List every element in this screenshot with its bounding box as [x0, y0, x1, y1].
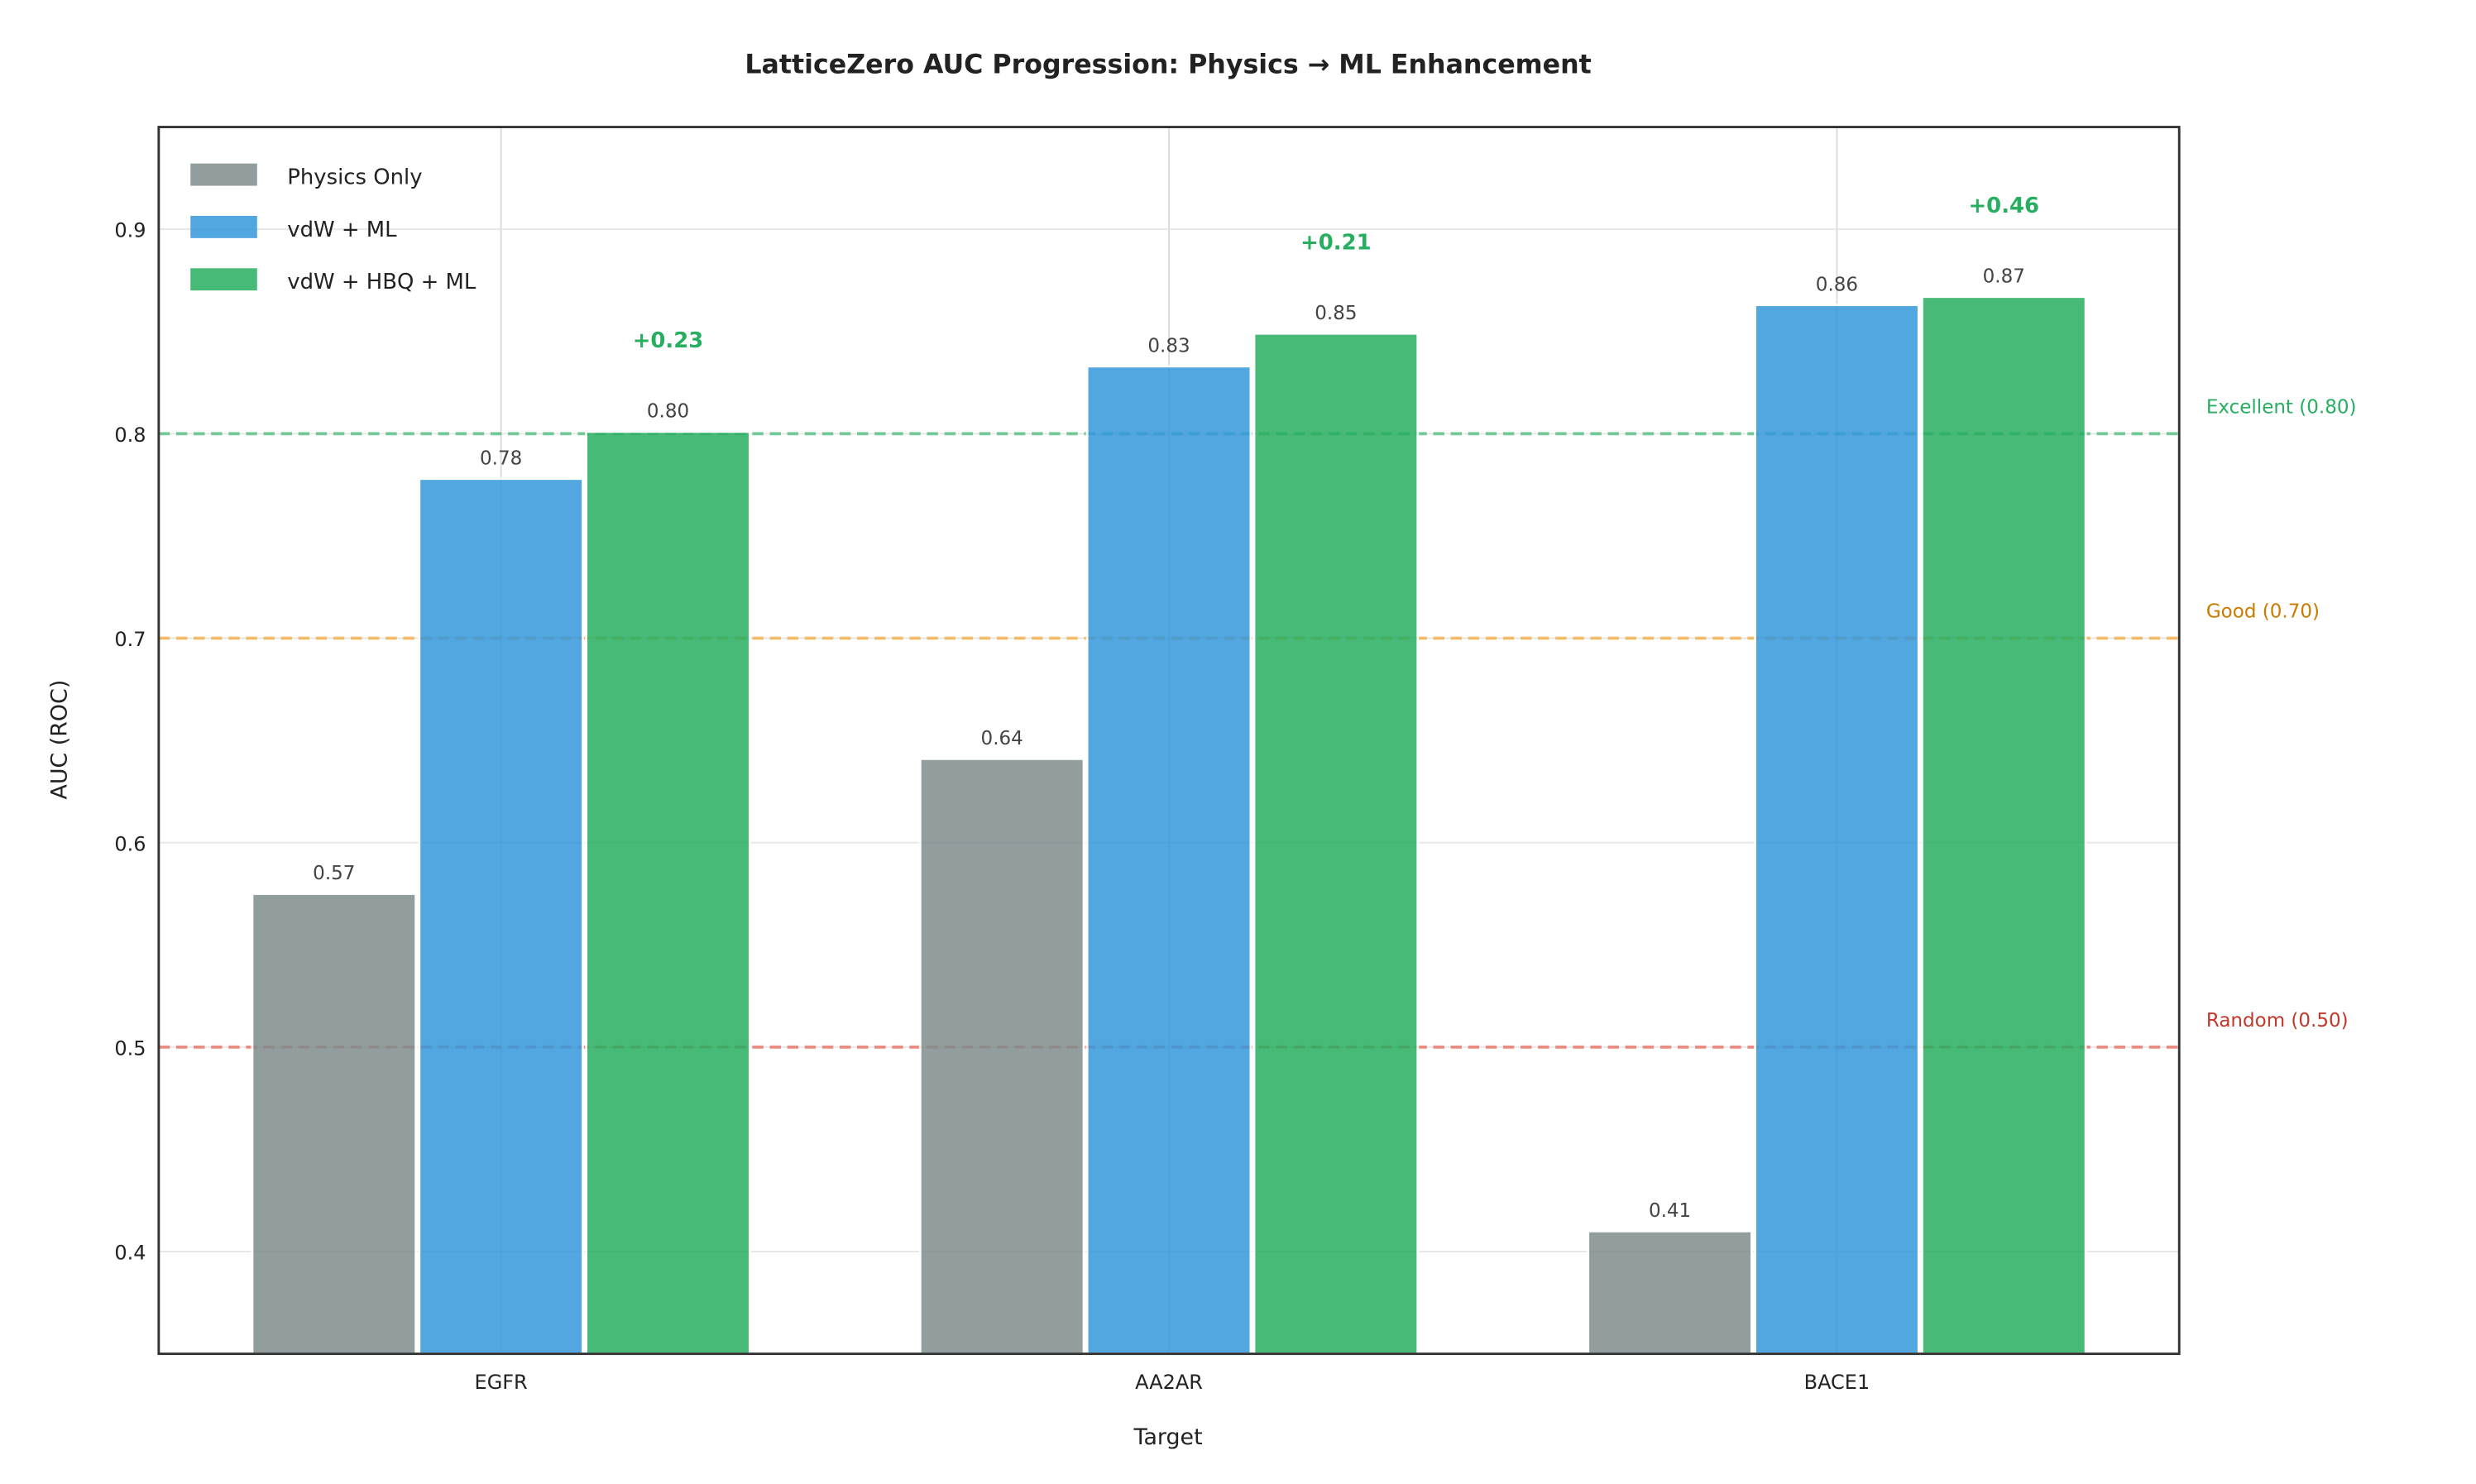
reference-line-label: Random (0.50): [2206, 1010, 2349, 1032]
bar-value-label: 0.41: [1649, 1200, 1691, 1222]
x-tick-label: EGFR: [475, 1371, 528, 1394]
bar-value-label: 0.57: [313, 863, 355, 884]
plot-frame: [157, 126, 2181, 1356]
bar-2-2: [1920, 295, 2087, 1356]
bar-value-label: 0.83: [1147, 335, 1190, 357]
bar-value-label: 0.78: [480, 448, 522, 469]
bar-value-label: 0.87: [1983, 266, 2025, 287]
bar-1-2: [1754, 304, 1920, 1356]
bar-0-2: [1587, 1229, 1753, 1356]
bar-0-0: [251, 893, 418, 1356]
bar-value-label: 0.64: [981, 728, 1023, 749]
y-tick-label: 0.9: [114, 219, 146, 242]
y-tick-label: 0.7: [114, 628, 146, 651]
x-tick-label: BACE1: [1804, 1371, 1870, 1394]
bar-0-1: [918, 757, 1085, 1356]
x-tick-label: AA2AR: [1135, 1371, 1203, 1394]
y-tick-label: 0.6: [114, 832, 146, 855]
bar-value-label: 0.80: [647, 401, 689, 423]
improvement-label: +0.23: [633, 328, 704, 353]
improvement-label: +0.46: [1968, 194, 2039, 218]
legend-label: vdW + HBQ + ML: [287, 270, 477, 294]
reference-line-label: Excellent (0.80): [2206, 396, 2357, 418]
y-tick-label: 0.4: [114, 1242, 146, 1265]
reference-line-label: Good (0.70): [2206, 601, 2320, 623]
y-tick-label: 0.8: [114, 424, 146, 447]
plot-area: 0.4 0.5 0.6 0.7 0.8 0.9 EGFR AA2AR BACE1 Excellen…: [114, 126, 2357, 1394]
bar-value-label: 0.85: [1315, 303, 1357, 324]
x-axis-label: Target: [1133, 1424, 1203, 1450]
bar-2-0: [585, 430, 751, 1356]
bar-1-1: [1085, 365, 1252, 1356]
chart-title: LatticeZero AUC Progression: Physics → M…: [745, 50, 1591, 79]
legend-swatch: [190, 268, 257, 291]
bar-2-1: [1252, 332, 1420, 1356]
y-axis-label: AUC (ROC): [47, 680, 73, 800]
bar-value-label: 0.86: [1816, 274, 1858, 295]
y-tick-label: 0.5: [114, 1036, 146, 1060]
improvement-label: +0.21: [1300, 231, 1372, 256]
legend-label: Physics Only: [287, 165, 422, 190]
legend-swatch: [190, 215, 257, 238]
bar-1-0: [418, 477, 584, 1356]
legend-swatch: [190, 163, 257, 186]
legend-label: vdW + ML: [287, 218, 397, 242]
